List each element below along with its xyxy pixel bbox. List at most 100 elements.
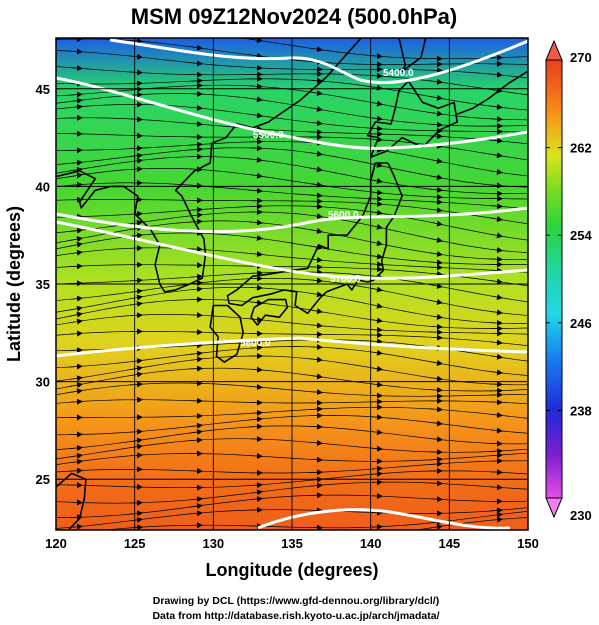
streamline-arrow bbox=[489, 448, 503, 455]
streamline-arrow bbox=[489, 232, 503, 239]
map-title: MSM 09Z12Nov2024 (500.0hPa) bbox=[131, 4, 458, 29]
x-tick-label: 120 bbox=[45, 536, 67, 551]
streamline bbox=[56, 399, 528, 405]
streamline-arrow bbox=[429, 496, 443, 503]
contour-label: 5600.0 bbox=[328, 210, 359, 221]
streamline-arrow bbox=[369, 100, 383, 107]
streamline-arrow bbox=[429, 456, 443, 463]
streamline bbox=[56, 299, 528, 329]
streamline-arrow bbox=[69, 444, 83, 451]
streamline bbox=[56, 78, 528, 111]
streamline-arrow bbox=[189, 422, 203, 429]
streamline bbox=[56, 117, 528, 145]
streamline-arrow bbox=[129, 312, 143, 319]
streamline-arrow bbox=[489, 339, 503, 346]
streamline-arrow bbox=[189, 206, 203, 213]
coastline bbox=[250, 298, 289, 326]
streamline-arrow bbox=[369, 84, 383, 91]
streamline bbox=[101, 510, 528, 530]
streamline-arrow bbox=[429, 375, 443, 382]
streamline-arrow bbox=[129, 524, 143, 530]
streamline-arrow bbox=[309, 228, 323, 234]
streamline-arrow bbox=[489, 452, 503, 459]
streamline-arrow bbox=[489, 116, 503, 123]
streamline-arrow bbox=[76, 529, 83, 530]
coastline bbox=[456, 70, 528, 115]
streamline-arrow bbox=[429, 436, 443, 443]
coastline bbox=[209, 304, 244, 363]
grid-lines bbox=[56, 38, 528, 530]
y-axis-label: Latitude (degrees) bbox=[4, 206, 24, 362]
colorbar: 230 238 246 254 262 270 bbox=[545, 39, 592, 523]
streamline-arrow bbox=[489, 399, 503, 406]
streamline-arrow bbox=[69, 467, 83, 474]
streamline-arrow bbox=[249, 156, 263, 163]
streamline bbox=[56, 50, 528, 79]
streamline-arrow bbox=[129, 232, 143, 239]
streamline-arrow bbox=[249, 409, 263, 416]
streamline bbox=[56, 205, 528, 241]
streamline bbox=[56, 425, 528, 450]
streamline-arrow bbox=[309, 244, 323, 251]
height-contour-line bbox=[109, 38, 528, 84]
streamline-arrow bbox=[69, 91, 83, 98]
streamline-arrow bbox=[129, 288, 143, 295]
streamline bbox=[56, 232, 528, 265]
streamline-arrow bbox=[69, 263, 83, 270]
streamline-arrow bbox=[489, 469, 503, 476]
streamline-arrow bbox=[249, 423, 263, 430]
colorbar-tick-label: 270 bbox=[570, 50, 592, 65]
streamline-arrow bbox=[69, 388, 83, 395]
streamline bbox=[56, 66, 528, 96]
streamline-arrow bbox=[309, 192, 323, 199]
streamline-arrow bbox=[69, 363, 83, 370]
streamline-arrow bbox=[249, 251, 263, 258]
streamline-arrow bbox=[369, 470, 383, 477]
streamline-arrow bbox=[129, 166, 143, 173]
contour-label: 5400.0 bbox=[383, 68, 414, 79]
coastlines bbox=[56, 38, 528, 530]
streamline-arrow bbox=[369, 209, 383, 216]
y-tick-label: 45 bbox=[36, 82, 50, 97]
streamline-arrow bbox=[369, 414, 383, 421]
streamline bbox=[56, 415, 528, 436]
streamline-arrow bbox=[69, 166, 83, 173]
y-axis-ticks: 25 30 35 40 45 bbox=[36, 82, 62, 487]
streamline-arrow bbox=[429, 94, 443, 101]
streamline-arrow bbox=[489, 294, 503, 300]
streamline-arrow bbox=[369, 177, 383, 184]
streamline-arrow bbox=[429, 194, 443, 201]
streamline bbox=[56, 141, 528, 177]
streamline-arrow bbox=[129, 219, 143, 226]
streamline-arrow bbox=[249, 52, 263, 59]
streamline-arrow bbox=[429, 121, 443, 128]
streamline-arrow bbox=[249, 83, 263, 90]
streamline-arrow bbox=[369, 365, 383, 372]
credit-drawing: Drawing by DCL (https://www.gfd-dennou.o… bbox=[153, 595, 439, 607]
streamline-arrow bbox=[129, 452, 143, 459]
streamline-arrow bbox=[69, 227, 83, 234]
streamline-arrow bbox=[369, 53, 383, 60]
streamline-arrow bbox=[249, 64, 263, 71]
streamline-arrow bbox=[309, 90, 323, 97]
streamline bbox=[56, 507, 528, 529]
streamline-arrow bbox=[249, 172, 263, 179]
streamline-arrow bbox=[369, 162, 383, 168]
coastline bbox=[366, 80, 458, 158]
streamline-arrow bbox=[69, 318, 83, 325]
streamline-arrow bbox=[369, 253, 383, 260]
streamline bbox=[56, 346, 528, 376]
streamline-arrow bbox=[489, 71, 503, 78]
streamline-arrow bbox=[489, 203, 503, 210]
streamline-arrow bbox=[69, 236, 83, 243]
streamline-arrow bbox=[429, 387, 443, 394]
streamline-arrow bbox=[69, 249, 83, 256]
height-contour-line bbox=[56, 76, 528, 150]
streamline-arrow bbox=[249, 284, 263, 291]
streamline-arrow bbox=[429, 271, 443, 277]
streamline-arrow bbox=[129, 365, 143, 372]
x-tick-label: 140 bbox=[360, 536, 382, 551]
streamline-arrow bbox=[310, 542, 322, 543]
streamline-arrow bbox=[429, 67, 443, 74]
streamline-arrow bbox=[129, 69, 143, 76]
